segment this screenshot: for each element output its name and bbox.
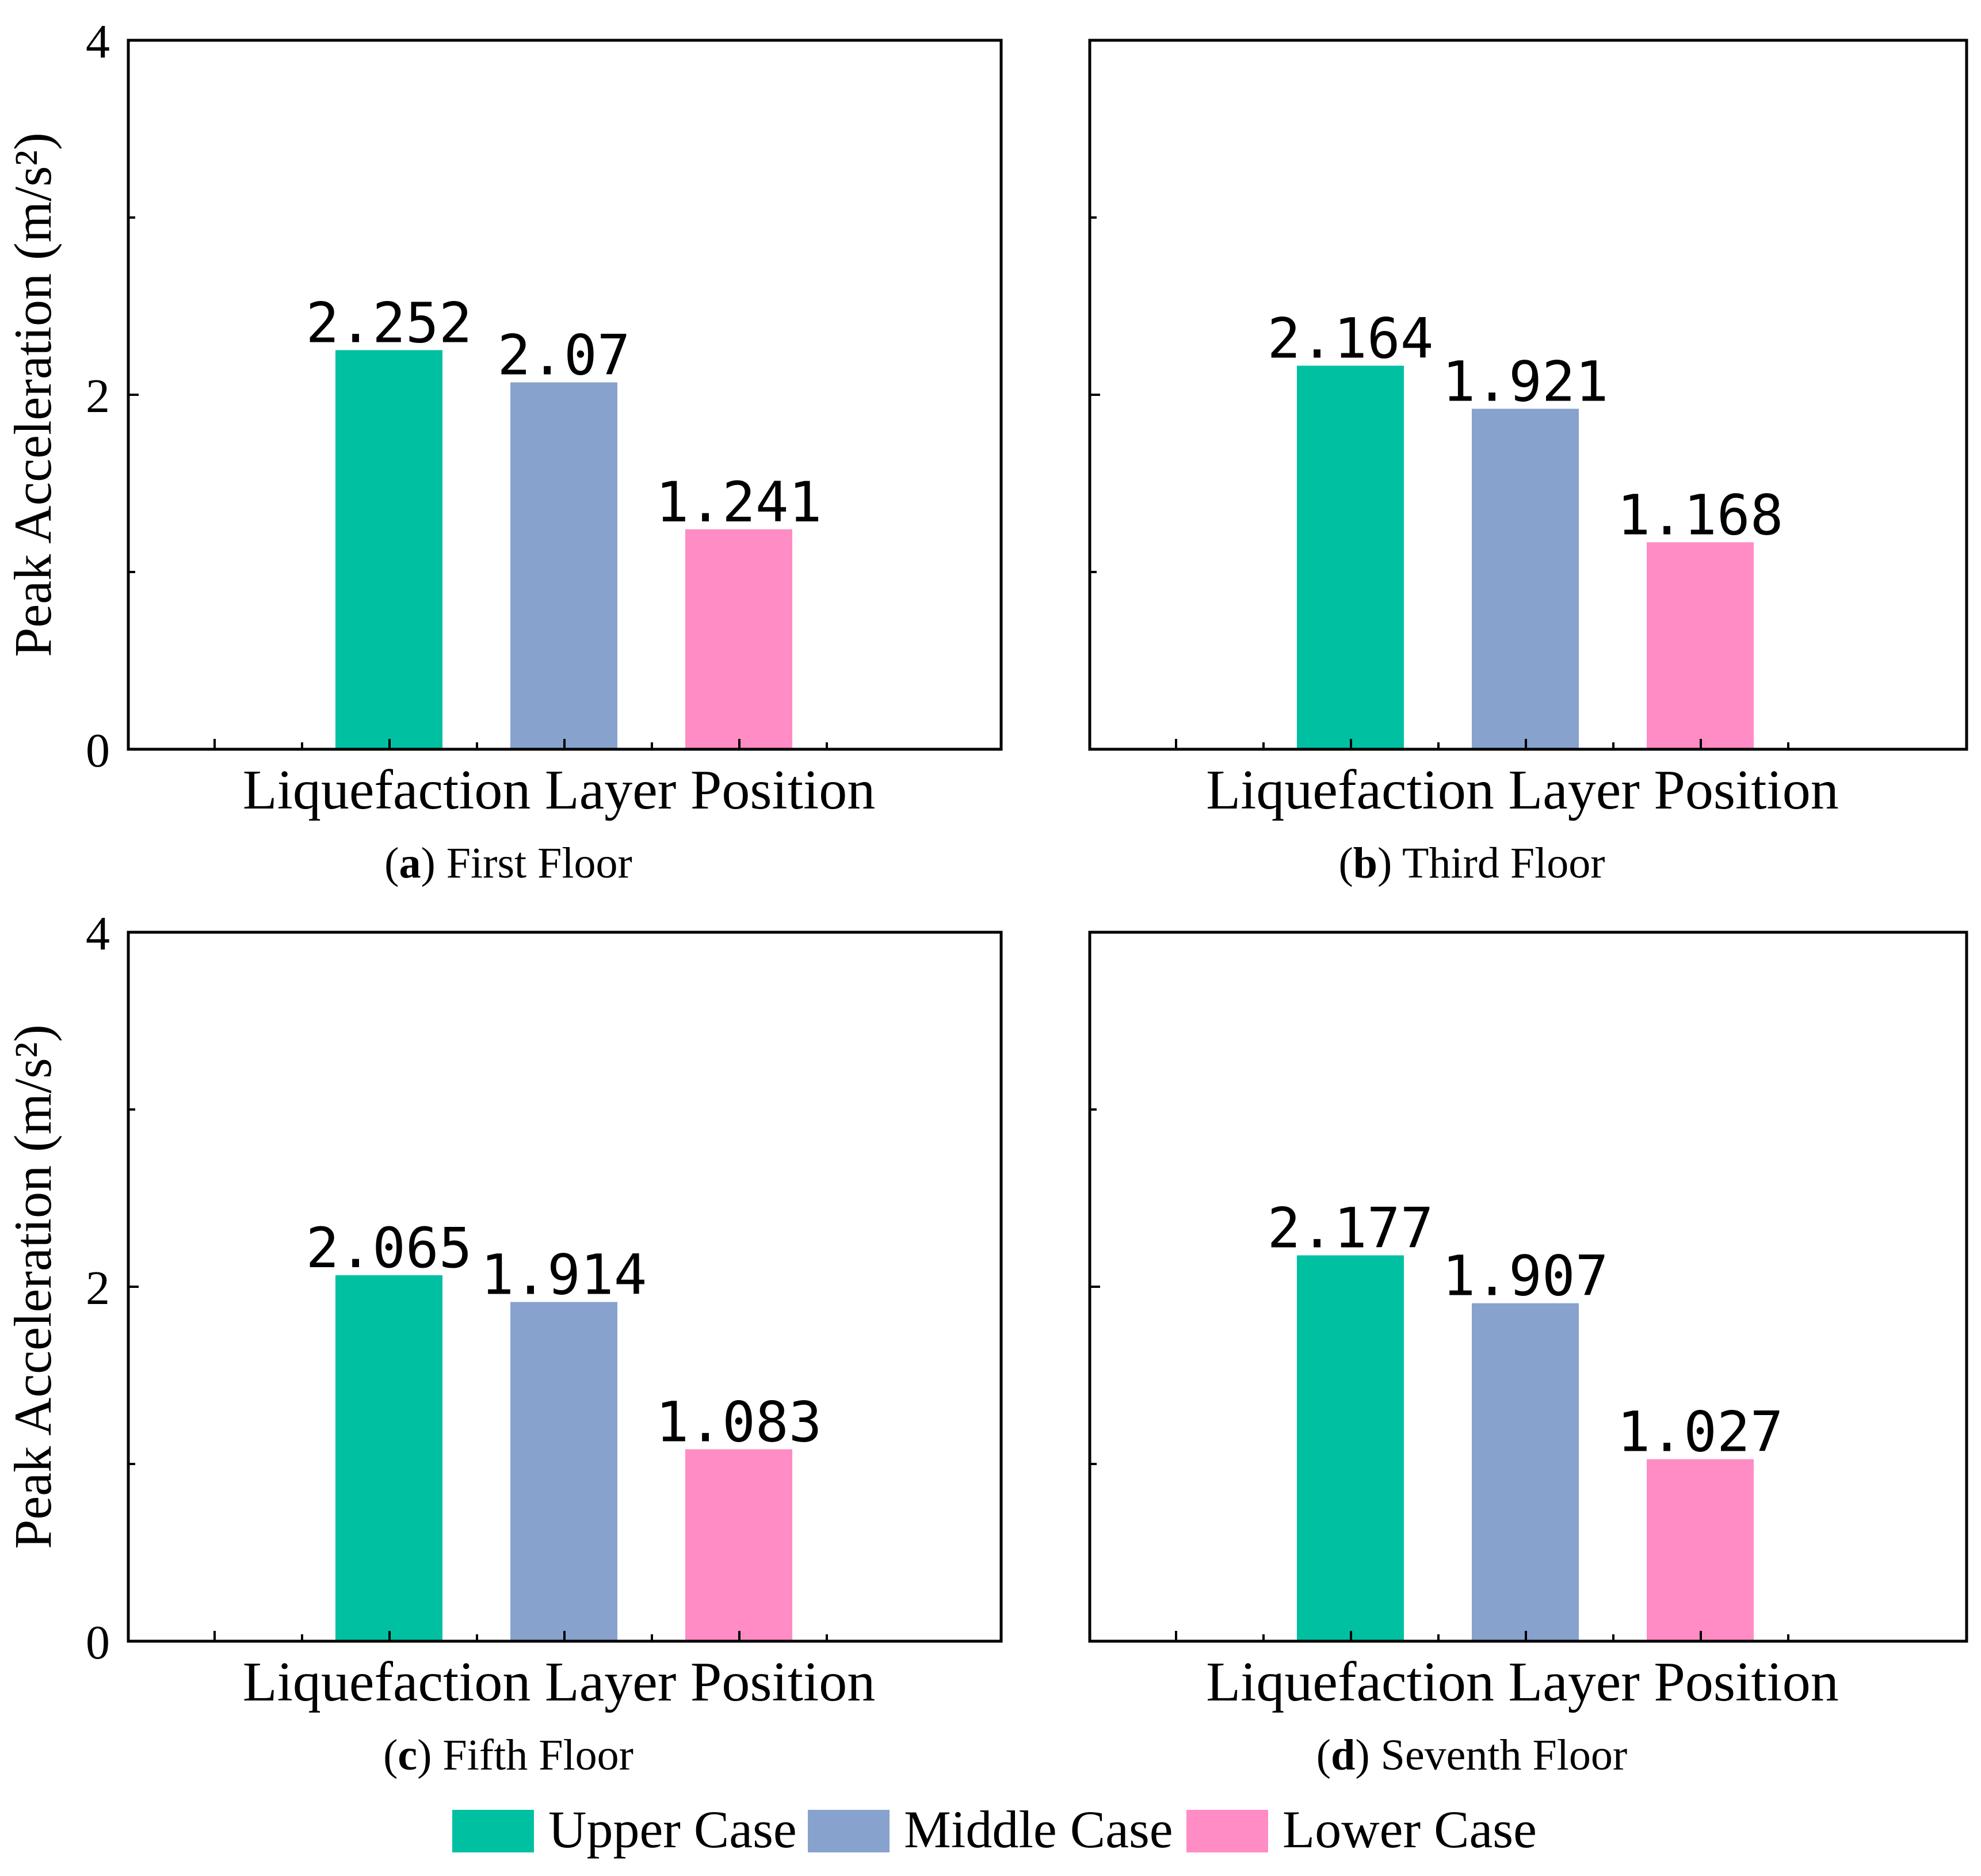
bar-value-label: 1.027 [1617, 1400, 1784, 1465]
legend-label: Middle Case [904, 1800, 1173, 1859]
panel-caption: (d) Seventh Floor [1316, 1731, 1627, 1779]
x-axis-label: Liquefaction Layer Position [1206, 1651, 1839, 1713]
bar-upper-case [1297, 1255, 1404, 1641]
panel-caption: (a) First Floor [384, 839, 632, 887]
panel-letter: c [398, 1731, 417, 1779]
y-tick-label: 2 [86, 369, 110, 423]
bar-lower-case [685, 529, 792, 749]
legend: Upper Case Middle Case Lower Case [452, 1800, 1537, 1859]
y-tick-label: 0 [86, 1616, 110, 1669]
x-axis-label: Liquefaction Layer Position [243, 1651, 876, 1713]
bar-value-label: 1.914 [481, 1242, 647, 1307]
bar-middle-case [510, 382, 617, 749]
bar-value-label: 1.241 [656, 470, 822, 535]
legend-label: Upper Case [548, 1800, 797, 1859]
y-axis-label: Peak Acceleration (m/s²) [3, 132, 62, 657]
y-tick-label: 0 [86, 724, 110, 777]
legend-swatch-middle-case [808, 1810, 890, 1852]
bar-lower-case [1647, 1459, 1754, 1641]
bar-upper-case [335, 350, 442, 749]
panel-title: Seventh Floor [1370, 1731, 1628, 1779]
bar-middle-case [1472, 409, 1579, 749]
bar-value-label: 2.065 [306, 1216, 472, 1280]
y-tick-label: 4 [86, 907, 110, 960]
legend-swatch-lower-case [1186, 1810, 1268, 1852]
panel-title: First Floor [436, 839, 632, 887]
bar-value-label: 1.168 [1617, 483, 1784, 547]
bar-value-label: 1.907 [1442, 1244, 1609, 1309]
chart-panel-a: 2.252 2.07 1.241 0 2 4 Peak Acceleration (m/s²… [3, 15, 1003, 887]
bar-value-label: 1.921 [1442, 349, 1609, 414]
y-axis-label: Peak Acceleration (m/s²) [3, 1024, 62, 1549]
bar-value-label: 2.177 [1268, 1196, 1434, 1260]
bar-value-label: 1.083 [656, 1390, 822, 1454]
bar-lower-case [1647, 542, 1754, 749]
x-axis-label: Liquefaction Layer Position [243, 759, 876, 821]
bar-middle-case [510, 1302, 617, 1641]
bar-value-label: 2.07 [497, 323, 630, 387]
y-tick-label: 2 [86, 1261, 110, 1315]
bar-middle-case [1472, 1303, 1579, 1641]
panel-caption: (c) Fifth Floor [383, 1731, 633, 1779]
x-axis-label: Liquefaction Layer Position [1206, 759, 1839, 821]
bar-upper-case [335, 1275, 442, 1641]
panel-title: Third Floor [1392, 839, 1605, 887]
bar-upper-case [1297, 365, 1404, 749]
y-tick-label: 4 [86, 15, 110, 68]
panel-letter: d [1331, 1731, 1355, 1779]
panel-letter: a [399, 839, 421, 887]
chart-panel-c: 2.065 1.914 1.083 0 2 4 Peak Acceleration (m/s… [3, 907, 1003, 1779]
panel-letter: b [1353, 839, 1377, 887]
panel-title: Fifth Floor [432, 1731, 633, 1779]
legend-swatch-upper-case [452, 1810, 534, 1852]
panel-caption: (b) Third Floor [1338, 839, 1605, 887]
legend-label: Lower Case [1283, 1800, 1537, 1859]
bar-value-label: 2.164 [1268, 306, 1434, 371]
bar-value-label: 2.252 [306, 291, 472, 355]
bar-lower-case [685, 1449, 792, 1641]
